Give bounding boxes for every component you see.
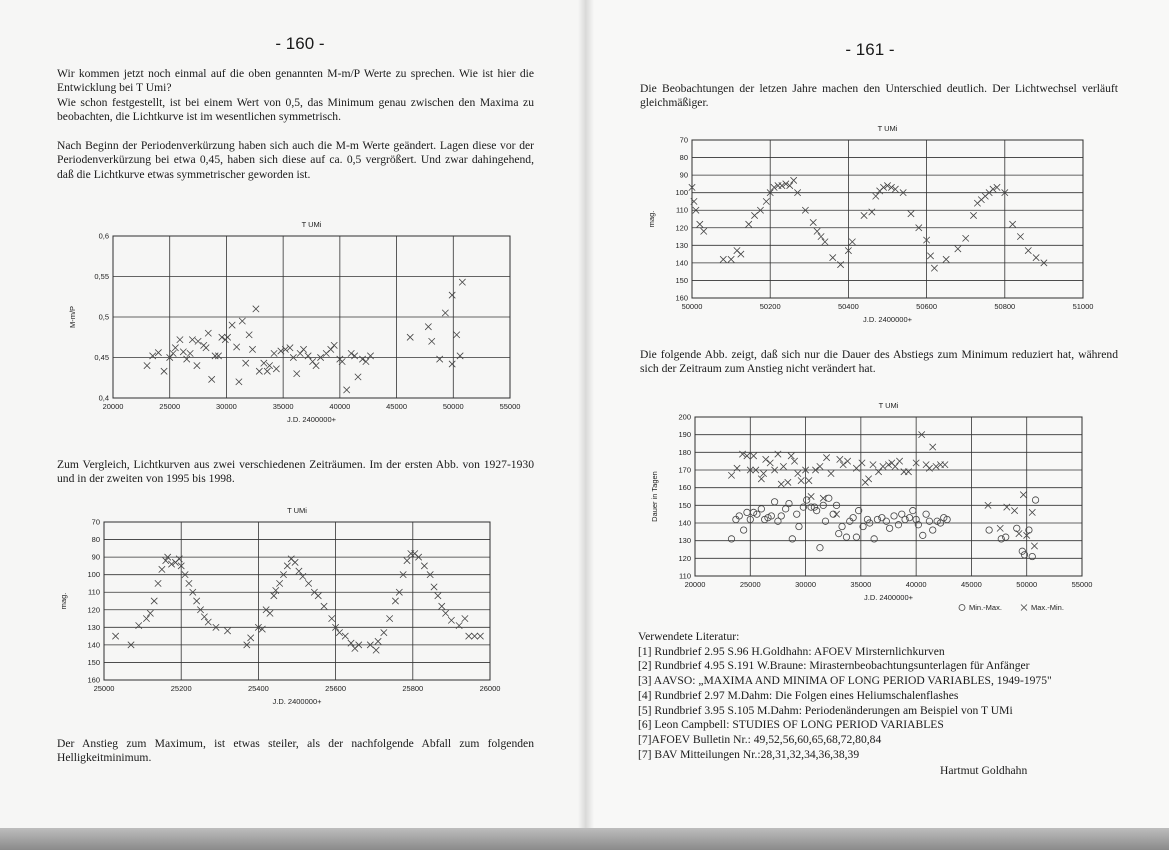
paragraph: Wir kommen jetzt noch einmal auf die obe… [57,67,534,95]
right-page [586,0,1169,828]
page-number-left: - 160 - [275,34,325,53]
literature-item: [4] Rundbrief 2.97 M.Dahm: Die Folgen ei… [638,688,959,702]
page-number-right: - 161 - [845,40,895,59]
literature-item: [3] AAVSO: „MAXIMA AND MINIMA OF LONG PE… [638,674,1052,688]
paragraph: Zum Vergleich, Lichtkurven aus zwei vers… [57,458,534,486]
author-signature: Hartmut Goldhahn [940,764,1028,777]
literature-item: [6] Leon Campbell: STUDIES OF LONG PERIO… [638,718,944,732]
literature-item: [1] Rundbrief 2.95 S.96 H.Goldhahn: AFOE… [638,644,945,658]
scanner-edge [0,828,1169,850]
book-gutter [578,0,594,828]
paragraph: Der Anstieg zum Maximum, ist etwas steil… [57,737,534,765]
paragraph: Wie schon festgestellt, ist bei einem We… [57,96,534,124]
literature-item: [7] BAV Mitteilungen Nr.:28,31,32,34,36,… [638,747,860,761]
literature-item: [5] Rundbrief 3.95 S.105 M.Dahm: Periode… [638,703,1013,717]
literature-heading: Verwendete Literatur: [638,630,740,643]
literature-list: Verwendete Literatur: [1] Rundbrief 2.95… [638,630,1118,762]
paragraph: Die folgende Abb. zeigt, daß sich nur di… [640,348,1118,376]
paragraph: Nach Beginn der Periodenverkürzung haben… [57,139,534,181]
left-page [0,0,586,828]
literature-item: [7]AFOEV Bulletin Nr.: 49,52,56,60,65,68… [638,732,882,746]
paragraph: Die Beobachtungen der letzen Jahre mache… [640,82,1118,110]
literature-item: [2] Rundbrief 4.95 S.191 W.Braune: Miras… [638,659,1030,673]
